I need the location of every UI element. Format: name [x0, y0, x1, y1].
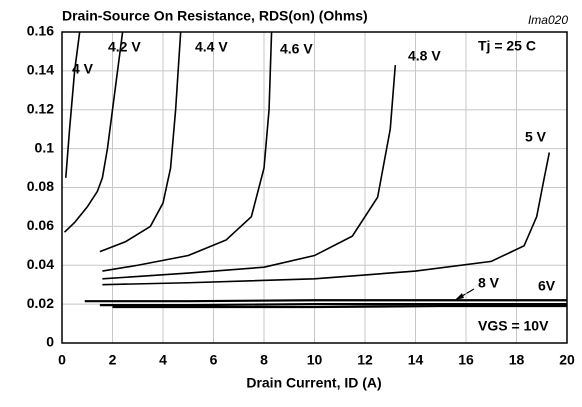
series-label: VGS = 10V	[478, 318, 549, 334]
arrow-head	[455, 293, 464, 300]
y-tick-label: 0.04	[27, 256, 54, 272]
plot-frame	[61, 31, 568, 344]
x-tick-label: 18	[509, 352, 525, 368]
x-tick-label: 12	[357, 352, 373, 368]
y-tick-label: 0.02	[27, 295, 54, 311]
y-tick-label: 0.16	[27, 23, 54, 39]
x-tick-label: 2	[109, 352, 117, 368]
series-line	[102, 152, 551, 286]
x-tick-label: 6	[210, 352, 218, 368]
x-tick-label: 14	[408, 352, 424, 368]
x-axis-label: Drain Current, ID (A)	[246, 375, 381, 391]
series-line	[102, 31, 273, 272]
series-label: 8 V	[478, 275, 500, 291]
series-label: 6V	[538, 278, 556, 294]
y-tick-label: 0.08	[27, 178, 54, 194]
x-tick-label: 4	[159, 352, 167, 368]
series-line	[63, 31, 124, 233]
chart-title: Drain-Source On Resistance, RDS(on) (Ohm…	[62, 8, 368, 24]
series-line	[84, 299, 567, 303]
annotation: Ima020	[528, 13, 568, 27]
y-tick-label: 0.12	[27, 100, 54, 116]
series-line	[112, 304, 567, 309]
x-tick-label: 8	[260, 352, 268, 368]
series-label: 4.6 V	[280, 41, 313, 57]
y-tick-label: 0.06	[27, 217, 54, 233]
series-label: 4.4 V	[195, 39, 228, 55]
y-tick-label: 0.14	[27, 62, 54, 78]
series-label: 4.2 V	[108, 39, 141, 55]
x-tick-label: 0	[58, 352, 66, 368]
series-label: 4 V	[72, 61, 94, 77]
series-line	[102, 64, 397, 280]
series-label: 5 V	[525, 129, 547, 145]
x-tick-label: 20	[559, 352, 575, 368]
y-tick-label: 0	[46, 334, 54, 350]
x-tick-label: 16	[458, 352, 474, 368]
annotation: Tj = 25 C	[478, 38, 536, 54]
series-line	[64, 31, 81, 178]
series-label: 4.8 V	[408, 48, 441, 64]
series-line	[99, 31, 182, 253]
series-line	[99, 303, 567, 307]
y-tick-label: 0.1	[35, 139, 55, 155]
x-tick-label: 10	[307, 352, 323, 368]
